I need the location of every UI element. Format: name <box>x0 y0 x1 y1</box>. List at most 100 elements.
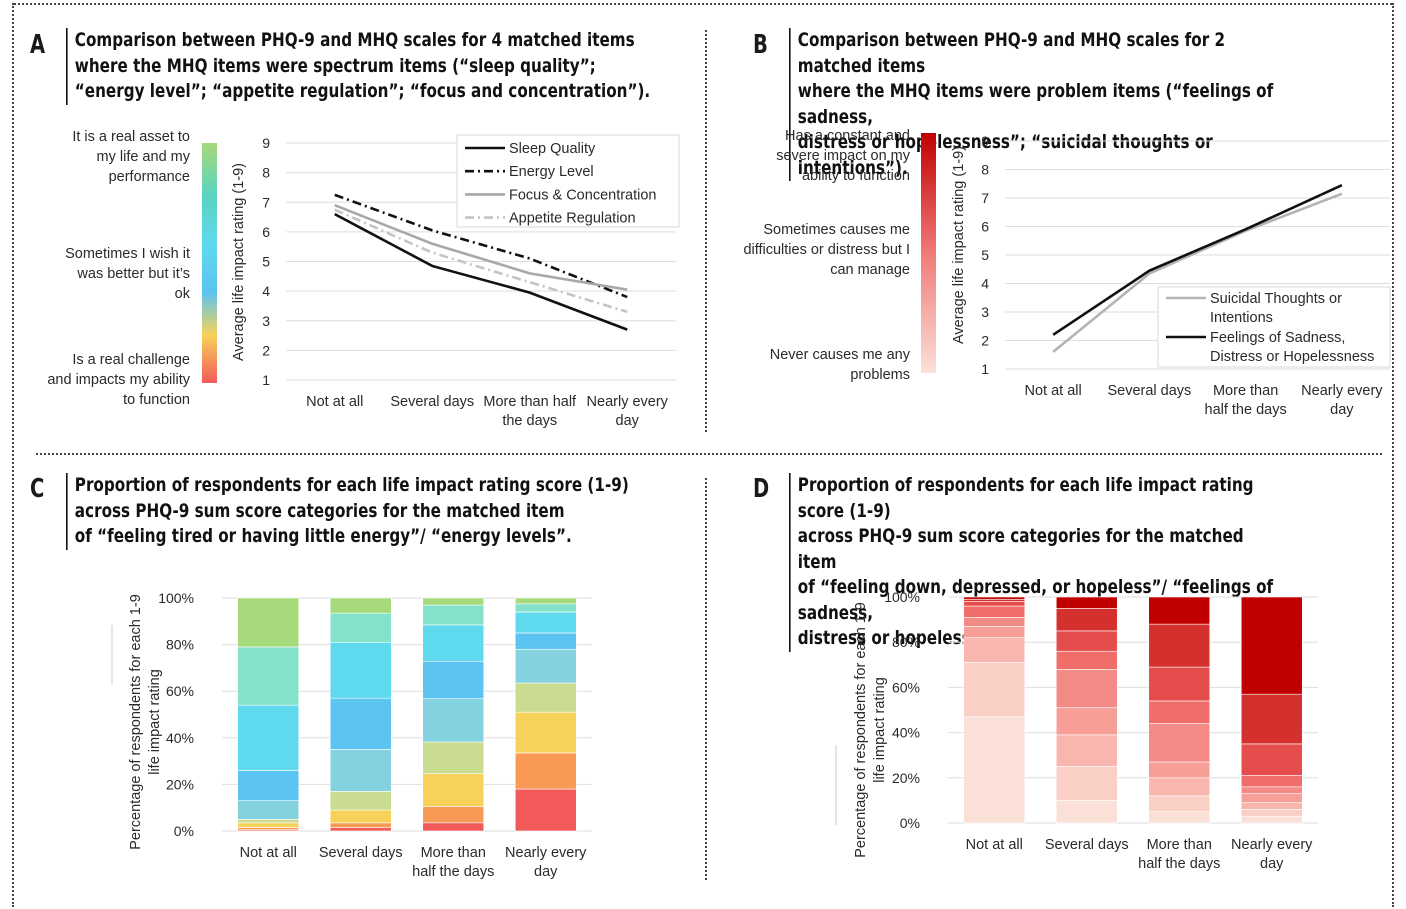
y-tick-label: 7 <box>262 194 270 210</box>
bar-segment <box>1055 766 1118 801</box>
bar-segment <box>422 773 485 807</box>
bar-segment <box>1055 607 1118 632</box>
bar-segment <box>329 827 392 832</box>
bar-segment <box>237 770 300 802</box>
y-tick-label: 4 <box>262 283 270 299</box>
series-line <box>334 212 628 331</box>
y-tick-label: 20% <box>166 776 194 792</box>
bar-segment <box>329 822 392 828</box>
bar-segment <box>963 605 1026 618</box>
panel-a-chart: It is a real asset to my life and my perfo… <box>47 129 680 429</box>
panel-a-scale-labels: It is a real asset to my life and my perfo… <box>47 129 190 408</box>
bar-segment <box>422 624 485 662</box>
x-tick-label: Several days <box>1107 383 1191 399</box>
panel-c-heading: Proportion of respondents for each life … <box>66 473 629 550</box>
bar-segment <box>1055 707 1118 736</box>
x-tick-label: Not at all <box>1025 383 1082 399</box>
bar-segment <box>329 791 392 811</box>
bar-segment <box>1148 811 1211 824</box>
bar-segment <box>514 788 577 832</box>
legend-entry: Appetite Regulation <box>509 211 636 227</box>
panel-d-heading: Proportion of respondents for each life … <box>789 473 1283 652</box>
y-tick-label: 60% <box>166 683 194 699</box>
bar-segment <box>963 716 1026 824</box>
bar-segment <box>237 704 300 771</box>
scale-label-bottom: Never causes me any problems <box>770 347 911 383</box>
legend-box <box>456 134 680 228</box>
y-tick-label: 40% <box>892 725 920 741</box>
y-tick-label: 100% <box>158 590 194 606</box>
y-tick-label: 3 <box>262 313 270 329</box>
bar-segment <box>514 597 577 605</box>
column-separator-bottom <box>705 478 707 880</box>
bar-segment <box>1055 734 1118 767</box>
series-line <box>334 204 628 291</box>
bar-segment <box>1055 800 1118 824</box>
x-tick-label: More than half the days <box>412 845 494 880</box>
y-tick-label: 20% <box>892 770 920 786</box>
bar-segment <box>963 601 1026 607</box>
bar-segment <box>514 682 577 713</box>
y-tick-label: 0% <box>900 815 920 831</box>
y-tick-label: 80% <box>892 634 920 650</box>
scale-label-bottom: Is a real challenge and impacts my abilit… <box>47 352 190 408</box>
x-tick-label: Not at all <box>240 845 297 861</box>
bar-segment <box>237 800 300 820</box>
bar-segment <box>1240 793 1303 803</box>
y-tick-label: 60% <box>892 679 920 695</box>
bar-segment <box>329 749 392 792</box>
bar-segment <box>963 617 1026 627</box>
y-tick-label: 4 <box>981 276 989 292</box>
bar-segment <box>329 612 392 643</box>
x-tick-label: Not at all <box>966 837 1023 853</box>
column-separator-top <box>705 30 707 432</box>
bar-segment <box>1148 666 1211 702</box>
x-tick-label: Nearly every day <box>1301 383 1383 418</box>
bar-segment <box>514 632 577 650</box>
bar-segment <box>422 806 485 824</box>
bar-segment <box>963 598 1026 602</box>
top-border <box>14 3 1392 5</box>
panel-d-y-axis-label: Percentage of respondents for each 1-9 li… <box>853 602 888 858</box>
bar-segment <box>422 597 485 606</box>
bar-segment <box>1148 700 1211 724</box>
x-tick-label: More than half the days <box>1138 837 1220 872</box>
series-line <box>1052 192 1343 353</box>
panel-b-scale-labels: Has a constant and severe impact on my abi… <box>743 128 910 383</box>
panel-a-letter: A <box>30 30 46 60</box>
y-tick-label: 8 <box>981 162 989 178</box>
bar-segment <box>963 637 1026 663</box>
series-line <box>334 193 628 299</box>
bar-segment <box>1055 596 1118 609</box>
x-tick-label: More than half the days <box>1205 383 1287 418</box>
scale-label-middle: Sometimes causes me difficulties or distr… <box>743 222 910 278</box>
panel-a-y-axis-label: Average life impact rating (1-9) <box>231 163 247 361</box>
x-tick-label: Not at all <box>306 394 363 410</box>
bar-segment <box>514 648 577 684</box>
bar-segment <box>1148 795 1211 813</box>
x-tick-label: Nearly every day <box>1231 837 1313 872</box>
legend-entry: Suicidal Thoughts or Intentions <box>1210 291 1342 326</box>
bar-segment <box>237 819 300 824</box>
bar-segment <box>329 641 392 699</box>
bar-segment <box>237 597 300 648</box>
y-tick-label: 9 <box>981 133 989 149</box>
bar-segment <box>329 597 392 614</box>
bar-segment <box>1240 802 1303 810</box>
bar-segment <box>1240 743 1303 776</box>
bar-segment <box>1055 669 1118 709</box>
y-tick-label: 0% <box>174 823 194 839</box>
x-tick-label: Several days <box>390 394 474 410</box>
bar-segment <box>422 741 485 774</box>
legend-box <box>1157 286 1391 368</box>
panel-d-letter: D <box>753 474 770 504</box>
bar-segment <box>422 604 485 626</box>
scale-label-top: Has a constant and severe impact on my abi… <box>776 128 911 184</box>
y-tick-label: 100% <box>884 589 920 605</box>
bar-segment <box>329 809 392 824</box>
bar-segment <box>1240 815 1303 824</box>
y-tick-label: 2 <box>262 342 270 358</box>
bar-segment <box>237 827 300 831</box>
bar-segment <box>329 697 392 750</box>
y-tick-label: 5 <box>262 254 270 270</box>
